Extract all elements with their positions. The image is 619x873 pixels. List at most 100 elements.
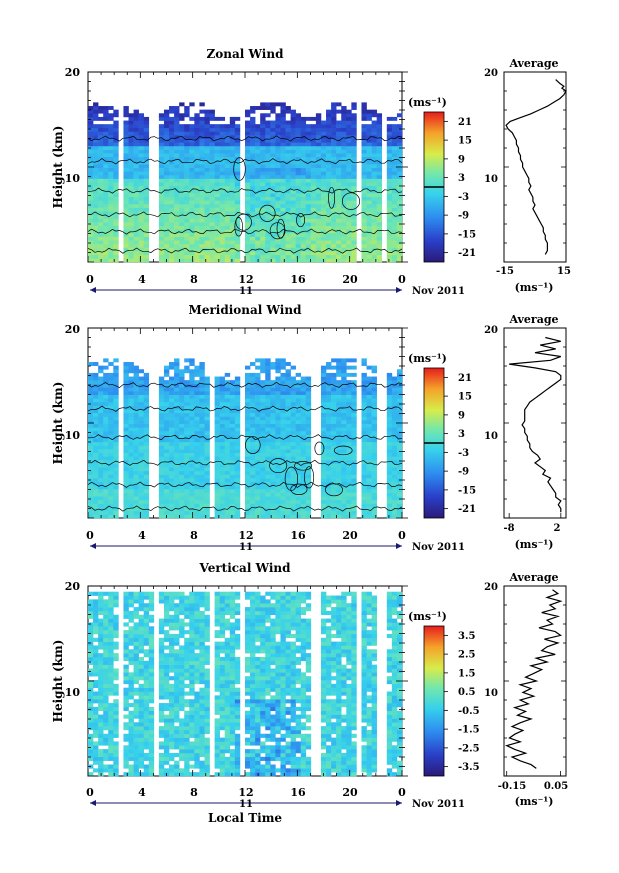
heatmap-cell [219,153,226,158]
heatmap-cell [250,430,256,435]
heatmap-cell [169,189,175,194]
heatmap-cell [331,372,337,377]
heatmap-cell [265,135,271,139]
heatmap-cell [93,420,99,424]
heatmap-cell [285,153,291,158]
heatmap-cell [371,507,377,512]
heatmap-cell [224,243,231,248]
heatmap-cell [336,236,342,241]
colorbar-tick-label: -21 [458,248,476,259]
heatmap-cell [163,467,170,472]
heatmap-cell [224,138,231,143]
heatmap-cell [361,142,367,147]
heatmap-cell [204,178,210,183]
heatmap-cell [224,387,231,392]
heatmap-cell [179,372,185,377]
heatmap-cell [295,438,302,443]
heatmap-cell [300,405,307,410]
heatmap-cell [331,383,337,388]
heatmap-cell [103,474,109,479]
heatmap-cell [255,178,261,183]
heatmap-cell [103,383,109,388]
heatmap-cell [98,193,104,198]
heatmap-cell [158,153,165,158]
heatmap-cell [189,243,195,248]
heatmap-cell [184,145,190,150]
heatmap-cell [326,416,332,421]
heatmap-cell [128,394,134,399]
heatmap-cell [199,120,205,125]
heatmap-cell [229,247,236,252]
heatmap-cell [290,247,296,252]
heatmap-cell [128,376,134,381]
heatmap-cell [128,383,134,388]
heatmap-cell [326,496,332,501]
heatmap-cell [255,481,261,486]
heatmap-cell [219,503,226,508]
heatmap-cell [320,470,327,475]
heatmap-cell [341,423,347,428]
heatmap-cell [366,438,372,443]
heatmap-cell [396,510,403,515]
heatmap-cell [98,510,104,515]
heatmap-cell [361,492,367,497]
heatmap-cell [219,225,226,230]
heatmap-cell [361,124,367,129]
heatmap-cell [376,243,383,248]
heatmap-cell [199,387,205,392]
heatmap-cell [310,200,317,205]
heatmap-cell [163,174,170,179]
heatmap-cell [300,456,307,461]
heatmap-cell [280,362,286,366]
heatmap-cell [163,478,170,483]
x-tick-label-20: 20 [342,273,358,286]
heatmap-cell [174,507,180,512]
heatmap-cell [214,189,220,194]
heatmap-cell [143,196,150,201]
heatmap-cell [326,109,332,114]
heatmap-cell [128,362,134,366]
heatmap-cell [255,243,261,248]
heatmap-cell [103,416,109,421]
heatmap-cell [310,135,317,139]
heatmap-cell [260,514,266,519]
heatmap-cell [320,156,327,161]
heatmap-cell [138,178,145,183]
heatmap-cell [351,236,357,241]
heatmap-cell [163,445,170,450]
heatmap-cell [290,391,296,395]
heatmap-cell [290,452,296,457]
heatmap-cell [270,258,276,263]
heatmap-cell [194,174,200,179]
heatmap-cell [331,485,337,490]
heatmap-cell [371,478,377,483]
heatmap-cell [113,387,119,392]
heatmap-cell [229,200,236,205]
heatmap-cell [280,251,286,256]
heatmap-cell [199,492,205,497]
heatmap-cell [386,142,393,147]
heatmap-cell [386,391,393,395]
heatmap-cell [250,423,256,428]
heatmap-cell [371,452,377,457]
heatmap-cell [169,153,175,158]
heatmap-cell [184,225,190,230]
heatmap-cell [234,492,241,497]
heatmap-cell [224,394,231,399]
heatmap-cell [103,254,109,259]
heatmap-cell [229,416,236,421]
heatmap-cell [143,394,150,399]
heatmap-cell [229,441,236,446]
heatmap-cell [123,412,129,417]
heatmap-cell [305,182,312,187]
heatmap-cell [396,193,403,198]
heatmap-cell [133,503,139,508]
heatmap-cell [386,492,393,497]
heatmap-cell [199,383,205,388]
heatmap-cell [265,196,271,201]
heatmap-cell [331,222,337,227]
heatmap-cell [376,164,383,168]
heatmap-cell [219,203,226,208]
heatmap-cell [214,441,220,446]
